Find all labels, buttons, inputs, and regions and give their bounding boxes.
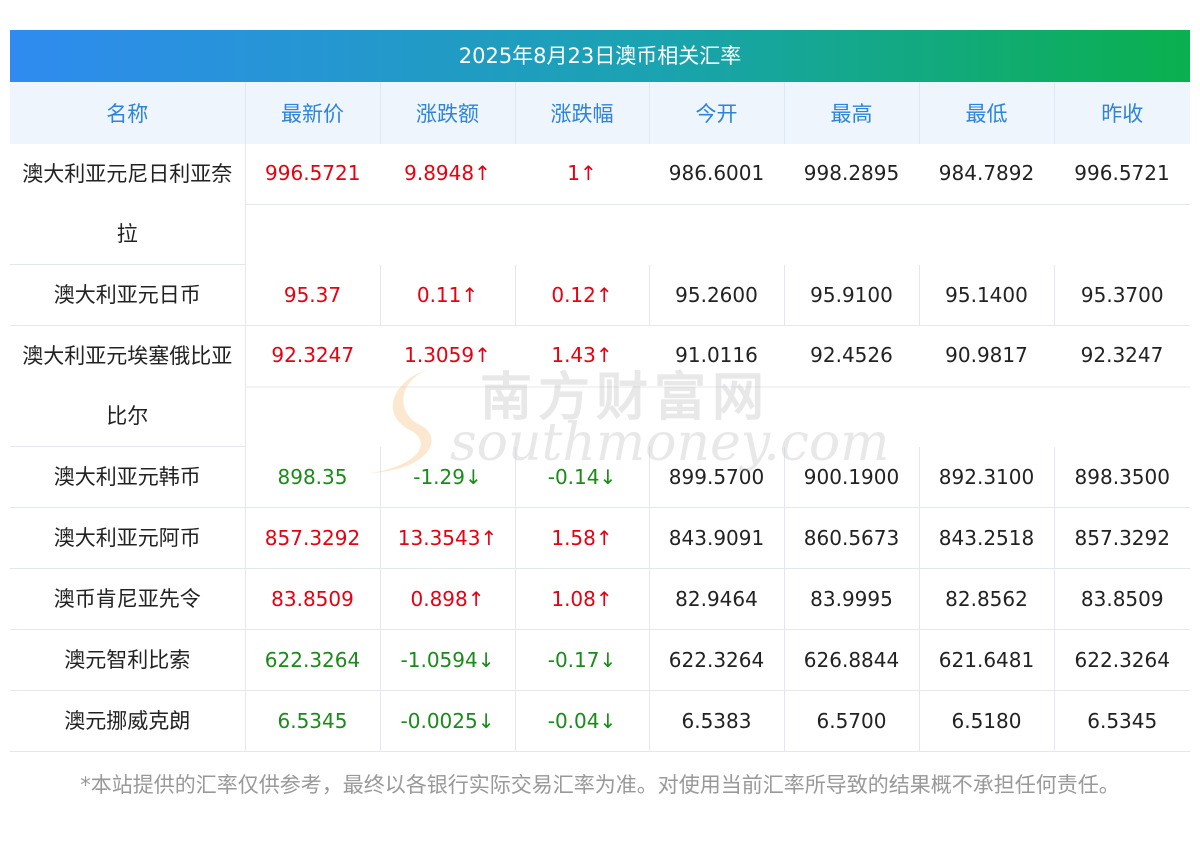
cell-pct: 1.58↑ <box>515 507 650 569</box>
cell-prev: 83.8509 <box>1054 568 1190 630</box>
cell-open: 899.5700 <box>649 446 785 508</box>
currency-pair-name: 澳元挪威克朗 <box>10 690 246 752</box>
table-row: 澳大利亚元日币 95.37 0.11↑ 0.12↑ 95.2600 95.9100 95.1… <box>10 264 1190 326</box>
cell-pct: 1↑ <box>515 144 649 265</box>
cell-high: 92.4526 <box>784 325 919 447</box>
rate-table: 名称 最新价 涨跌额 涨跌幅 今开 最高 最低 昨收 澳大利亚元尼日利亚奈拉 99… <box>10 82 1190 752</box>
cell-high: 83.9995 <box>784 568 920 630</box>
table-row: 澳大利亚元尼日利亚奈拉 996.5721 9.8948↑ 1↑ 986.6001 998.… <box>10 144 1190 265</box>
table-title: 2025年8月23日澳币相关汇率 <box>10 30 1190 82</box>
column-header-high: 最高 <box>784 82 920 144</box>
cell-high: 860.5673 <box>784 507 920 569</box>
disclaimer-note: *本站提供的汇率仅供参考，最终以各银行实际交易汇率为准。对使用当前汇率所导致的结… <box>80 773 1120 797</box>
cell-prev: 996.5721 <box>1054 144 1190 265</box>
cell-open: 622.3264 <box>649 629 785 691</box>
cell-open: 986.6001 <box>649 144 784 265</box>
column-header-open: 今开 <box>649 82 785 144</box>
currency-pair-name: 澳大利亚元阿币 <box>10 507 246 569</box>
cell-open: 82.9464 <box>649 568 785 630</box>
cell-low: 843.2518 <box>919 507 1055 569</box>
cell-change: 13.3543↑ <box>380 507 516 569</box>
cell-latest: 6.5345 <box>245 690 381 752</box>
cell-high: 6.5700 <box>784 690 920 752</box>
cell-change: -1.0594↓ <box>380 629 516 691</box>
cell-latest: 857.3292 <box>245 507 381 569</box>
currency-pair-name: 澳大利亚元日币 <box>10 264 246 326</box>
table-row: 澳大利亚元阿币 857.3292 13.3543↑ 1.58↑ 843.9091 860.… <box>10 507 1190 569</box>
cell-pct: 1.08↑ <box>515 568 650 630</box>
cell-prev: 898.3500 <box>1054 446 1190 508</box>
currency-pair-name: 澳大利亚元埃塞俄比亚比尔 <box>10 325 246 447</box>
cell-open: 95.2600 <box>649 264 785 326</box>
cell-pct: -0.14↓ <box>515 446 650 508</box>
cell-high: 900.1900 <box>784 446 920 508</box>
table-row: 澳大利亚元韩币 898.35 -1.29↓ -0.14↓ 899.5700 900.190… <box>10 446 1190 508</box>
cell-low: 892.3100 <box>919 446 1055 508</box>
cell-low: 95.1400 <box>919 264 1055 326</box>
cell-open: 91.0116 <box>649 325 784 447</box>
header-row: 名称 最新价 涨跌额 涨跌幅 今开 最高 最低 昨收 <box>10 82 1190 144</box>
cell-low: 82.8562 <box>919 568 1055 630</box>
table-row: 澳元智利比索 622.3264 -1.0594↓ -0.17↓ 622.3264 626.… <box>10 629 1190 691</box>
column-header-prev: 昨收 <box>1054 82 1190 144</box>
currency-pair-name: 澳大利亚元韩币 <box>10 446 246 508</box>
cell-prev: 95.3700 <box>1054 264 1190 326</box>
cell-change: -0.0025↓ <box>380 690 516 752</box>
cell-low: 90.9817 <box>919 325 1054 447</box>
table-row: 澳大利亚元埃塞俄比亚比尔 92.3247 1.3059↑ 1.43↑ 91.0116 92… <box>10 325 1190 447</box>
cell-low: 621.6481 <box>919 629 1055 691</box>
cell-latest: 898.35 <box>245 446 381 508</box>
currency-pair-name: 澳元智利比索 <box>10 629 246 691</box>
cell-low: 6.5180 <box>919 690 1055 752</box>
cell-latest: 83.8509 <box>245 568 381 630</box>
cell-latest: 622.3264 <box>245 629 381 691</box>
cell-open: 6.5383 <box>649 690 785 752</box>
cell-change: 1.3059↑ <box>380 325 515 447</box>
cell-pct: -0.04↓ <box>515 690 650 752</box>
cell-latest: 92.3247 <box>245 325 380 447</box>
cell-latest: 95.37 <box>245 264 381 326</box>
cell-low: 984.7892 <box>919 144 1054 265</box>
rate-table-panel: 2025年8月23日澳币相关汇率 名称 最新价 涨跌额 涨跌幅 今开 最高 最低… <box>10 30 1190 752</box>
cell-prev: 857.3292 <box>1054 507 1190 569</box>
table-row: 澳币肯尼亚先令 83.8509 0.898↑ 1.08↑ 82.9464 83.9995 8… <box>10 568 1190 630</box>
table-row: 澳元挪威克朗 6.5345 -0.0025↓ -0.04↓ 6.5383 6.5700 6.… <box>10 690 1190 752</box>
cell-change: 0.898↑ <box>380 568 516 630</box>
cell-high: 626.8844 <box>784 629 920 691</box>
cell-high: 95.9100 <box>784 264 920 326</box>
cell-change: 9.8948↑ <box>380 144 515 265</box>
cell-prev: 622.3264 <box>1054 629 1190 691</box>
cell-prev: 92.3247 <box>1054 325 1190 447</box>
currency-pair-name: 澳币肯尼亚先令 <box>10 568 246 630</box>
column-header-pct: 涨跌幅 <box>515 82 650 144</box>
cell-prev: 6.5345 <box>1054 690 1190 752</box>
cell-change: 0.11↑ <box>380 264 516 326</box>
cell-open: 843.9091 <box>649 507 785 569</box>
cell-pct: -0.17↓ <box>515 629 650 691</box>
column-header-latest: 最新价 <box>245 82 381 144</box>
column-header-low: 最低 <box>919 82 1055 144</box>
column-header-change: 涨跌额 <box>380 82 516 144</box>
cell-pct: 0.12↑ <box>515 264 650 326</box>
cell-latest: 996.5721 <box>245 144 380 265</box>
column-header-name: 名称 <box>10 82 246 144</box>
cell-high: 998.2895 <box>784 144 919 265</box>
cell-pct: 1.43↑ <box>515 325 649 447</box>
cell-change: -1.29↓ <box>380 446 516 508</box>
currency-pair-name: 澳大利亚元尼日利亚奈拉 <box>10 144 246 265</box>
